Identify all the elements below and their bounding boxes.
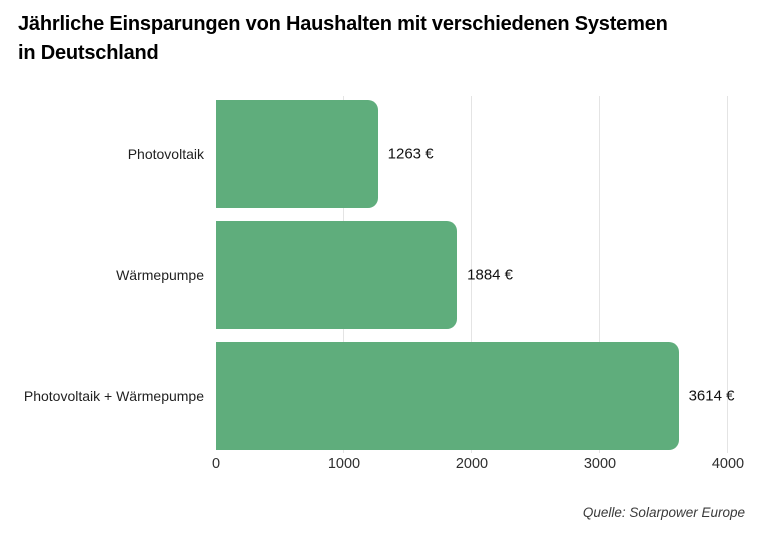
value-label: 1263 € bbox=[387, 145, 434, 163]
bar-rows: Photovoltaik 1263 € Wärmepumpe 1884 € Photov… bbox=[0, 100, 768, 450]
x-axis: 0 1000 2000 3000 4000 bbox=[212, 456, 744, 476]
bar-2 bbox=[216, 221, 458, 329]
category-label: Photovoltaik + Wärmepumpe bbox=[23, 388, 204, 404]
bar-3 bbox=[216, 342, 679, 450]
x-tick-label-1000: 1000 bbox=[327, 456, 361, 472]
bar-track: 1884 € bbox=[216, 221, 728, 329]
gridline-2000 bbox=[471, 96, 472, 453]
bar-track: 1263 € bbox=[216, 100, 728, 208]
x-tick-label-0: 0 bbox=[211, 456, 221, 472]
bar-row: Wärmepumpe 1884 € bbox=[0, 221, 768, 329]
bar-row: Photovoltaik 1263 € bbox=[0, 100, 768, 208]
x-tick-label-3000: 3000 bbox=[583, 456, 617, 472]
value-label: 3614 € bbox=[688, 387, 735, 405]
gridline-3000 bbox=[599, 96, 600, 453]
bar-track: 3614 € bbox=[216, 342, 734, 450]
category-label: Photovoltaik bbox=[127, 146, 204, 162]
bar-row: Photovoltaik + Wärmepumpe 3614 € bbox=[0, 342, 768, 450]
value-label: 1884 € bbox=[467, 266, 514, 284]
x-tick-label-2000: 2000 bbox=[455, 456, 489, 472]
chart-title-line1: Jährliche Einsparungen von Haushalten mi… bbox=[18, 13, 668, 35]
category-label: Wärmepumpe bbox=[116, 267, 204, 283]
chart-title: Jährliche Einsparungen von Haushalten mi… bbox=[18, 10, 668, 68]
x-tick-label-4000: 4000 bbox=[711, 456, 745, 472]
chart-title-line2: in Deutschland bbox=[18, 42, 159, 64]
bar-1 bbox=[216, 100, 378, 208]
source-caption: Quelle: Solarpower Europe bbox=[582, 505, 745, 520]
gridline-4000 bbox=[727, 96, 728, 453]
